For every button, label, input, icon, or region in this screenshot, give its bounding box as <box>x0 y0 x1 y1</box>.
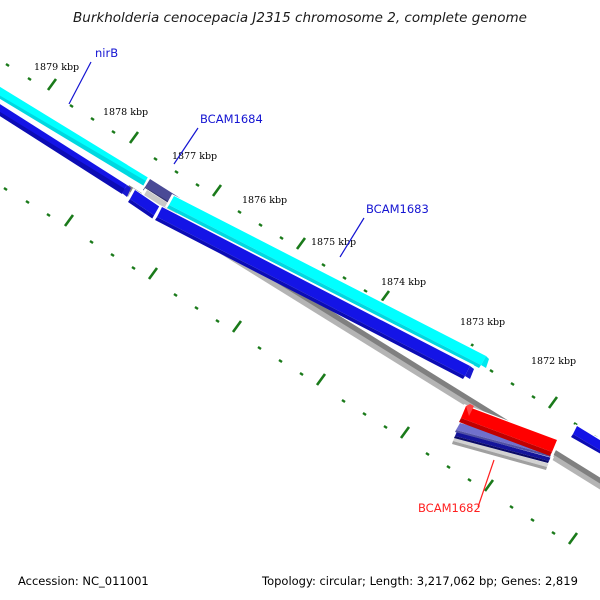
BCAM1683-cyan-body <box>169 196 486 365</box>
footer-bar: Accession: NC_011001 Topology: circular;… <box>18 574 578 588</box>
tick-label: 1874 kbp <box>381 277 426 288</box>
navy-bar-bevel <box>454 436 549 463</box>
nirB-leader-line <box>68 61 92 105</box>
gene-callout-BCAM1684[interactable]: BCAM1684 <box>173 112 263 165</box>
gene-label-BCAM1683[interactable]: BCAM1683 <box>366 202 429 216</box>
tick-label: 1879 kbp <box>34 62 79 73</box>
gene-label-BCAM1684[interactable]: BCAM1684 <box>200 112 263 126</box>
gene-feature-blue-left[interactable] <box>0 97 131 197</box>
gene-label-BCAM1682[interactable]: BCAM1682 <box>418 501 481 515</box>
BCAM1682-leader-line <box>477 459 495 508</box>
gene-feature-BCAM1682[interactable] <box>457 404 560 456</box>
tick-label: 1877 kbp <box>172 151 217 162</box>
blue-mid-bevel <box>128 199 155 219</box>
BCAM1683-blue-cap <box>465 366 474 379</box>
gray-rail-bevel <box>452 441 547 470</box>
BCAM1682-cap <box>466 404 474 416</box>
gene-callout-BCAM1683[interactable]: BCAM1683 <box>339 202 429 258</box>
BCAM1682-body <box>461 406 557 452</box>
BCAM1683-leader-line <box>339 217 365 258</box>
ruler-tick-labels: 1879 kbp 1878 kbp 1877 kbp 1876 kbp 1875… <box>34 62 576 367</box>
blue-left-bevel <box>0 111 125 194</box>
gene-feature-nirB[interactable] <box>0 80 155 190</box>
tick-label: 1872 kbp <box>531 356 576 367</box>
blue-stub-bevel <box>571 434 600 454</box>
map-body: 1879 kbp 1878 kbp 1877 kbp 1876 kbp 1875… <box>0 46 600 545</box>
page-title: Burkholderia cenocepacia J2315 chromosom… <box>73 10 527 26</box>
feature-cluster-BCAM1682[interactable] <box>449 404 560 470</box>
BCAM1683-blue-body <box>157 207 470 376</box>
tick-label: 1878 kbp <box>103 107 148 118</box>
feature-track-cyan[interactable] <box>0 80 489 368</box>
gene-feature-blue-stub[interactable] <box>569 424 600 459</box>
tick-rail-lower <box>3 187 579 545</box>
blue-stub-body <box>573 426 600 451</box>
BCAM1683-cyan-bevel <box>167 205 481 368</box>
gene-feature-blue-mid[interactable] <box>126 188 163 220</box>
BCAM1682-bevel <box>459 418 552 456</box>
blue-mid-body <box>130 190 160 216</box>
feature-track-blue[interactable] <box>0 97 600 459</box>
BCAM1683-cyan-cap <box>481 356 489 368</box>
tick-label: 1873 kbp <box>460 317 505 328</box>
gene-feature-BCAM1683-cyan[interactable] <box>165 194 489 368</box>
strand-tick-rail <box>3 63 598 545</box>
nirB-bevel <box>0 95 151 189</box>
BCAM1684-leader-line <box>173 127 199 165</box>
tick-label: 1876 kbp <box>242 195 287 206</box>
genome-summary-text: Topology: circular; Length: 3,217,062 bp… <box>261 574 578 588</box>
purple-bar-bevel <box>455 430 551 457</box>
blue-left-cap <box>122 185 131 197</box>
gene-callout-nirB[interactable]: nirB <box>68 46 118 105</box>
accession-text: Accession: NC_011001 <box>18 574 149 588</box>
tick-label: 1875 kbp <box>311 237 356 248</box>
gene-feature-BCAM1683-blue[interactable] <box>152 205 474 379</box>
BCAM1683-blue-bevel <box>155 217 465 379</box>
gene-callouts[interactable]: nirB BCAM1684 BCAM1683 BCAM1682 <box>68 46 495 515</box>
gene-callout-BCAM1682[interactable]: BCAM1682 <box>418 459 495 515</box>
gene-label-nirB[interactable]: nirB <box>95 46 118 60</box>
